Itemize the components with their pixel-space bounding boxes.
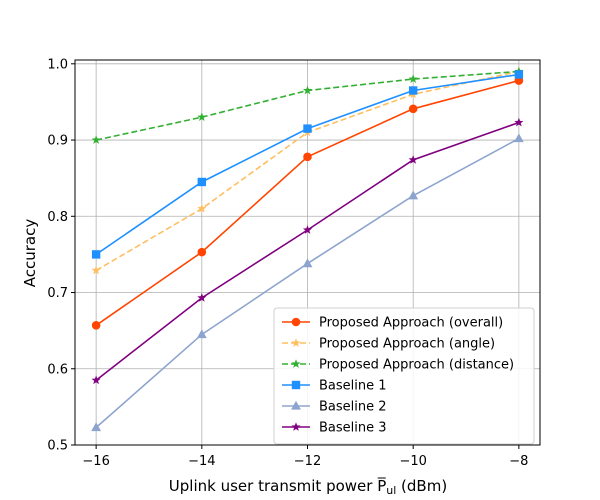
legend-item-baseline-2: Baseline 2 <box>282 400 387 415</box>
legend-swatch-marker <box>291 317 301 327</box>
data-point-baseline-3 <box>197 293 207 302</box>
data-point-proposed-approach-angle <box>91 265 101 275</box>
y-axis-label: Accuracy <box>21 219 39 288</box>
legend-label: Baseline 2 <box>319 400 387 415</box>
series-baseline-3 <box>91 117 524 385</box>
series-baseline-2 <box>91 133 524 432</box>
legend-swatch-marker <box>291 380 301 390</box>
x-tick-label: −10 <box>399 454 426 469</box>
data-point-proposed-approach-angle <box>197 203 207 213</box>
y-tick-label: 0.7 <box>47 286 68 301</box>
data-point-proposed-approach-overall <box>408 104 418 114</box>
legend-swatch-marker <box>291 359 301 368</box>
legend: Proposed Approach (overall) Proposed Appr… <box>273 307 535 445</box>
data-point-proposed-approach-overall <box>91 321 101 330</box>
x-axis-label-symbol: P <box>377 477 386 495</box>
legend-swatch-marker <box>291 422 301 431</box>
legend-box <box>273 307 535 445</box>
series-layer <box>91 66 524 432</box>
data-point-baseline-1 <box>514 70 524 79</box>
data-point-baseline-1 <box>303 124 312 133</box>
x-axis-label-subscript: ul <box>386 484 396 497</box>
x-tick-label: −12 <box>294 454 321 469</box>
legend-label: Proposed Approach (distance) <box>319 358 514 373</box>
x-tick-label: −14 <box>188 454 215 469</box>
legend-item-proposed-approach-overall: Proposed Approach (overall) <box>282 316 503 331</box>
data-point-baseline-3 <box>408 155 418 164</box>
y-tick-label: 0.6 <box>47 362 68 377</box>
legend-item-proposed-approach-distance: Proposed Approach (distance) <box>282 358 514 373</box>
legend-label: Baseline 1 <box>319 379 387 394</box>
y-tick-label: 1.0 <box>47 57 68 72</box>
y-tick-label: 0.9 <box>47 134 68 149</box>
legend-swatch-marker <box>291 338 301 347</box>
x-tick-label: −8 <box>509 454 528 469</box>
legend-item-baseline-1: Baseline 1 <box>282 379 387 394</box>
legend-item-baseline-3: Baseline 3 <box>282 421 387 436</box>
legend-label: Proposed Approach (overall) <box>319 316 503 331</box>
data-point-baseline-1 <box>197 177 207 187</box>
data-point-baseline-1 <box>91 250 101 259</box>
x-tick-label: −16 <box>82 454 109 469</box>
data-point-proposed-approach-distance <box>408 74 418 83</box>
data-point-baseline-3 <box>302 225 313 234</box>
data-point-baseline-2 <box>196 329 207 339</box>
legend-label: Proposed Approach (angle) <box>319 337 495 352</box>
data-point-proposed-approach-overall <box>303 152 312 162</box>
y-tick-label: 0.8 <box>47 210 68 225</box>
data-point-baseline-3 <box>91 375 101 385</box>
x-axis-label: Uplink user transmit power Pul (dBm) <box>169 477 447 497</box>
legend-swatch-marker <box>291 400 301 410</box>
tick-layer: −16 −14 −12 −10 −8 0.5 0.6 0.7 0.8 0.9 1.0 <box>47 57 528 469</box>
data-point-baseline-2 <box>513 133 524 143</box>
data-point-proposed-approach-distance <box>302 85 313 95</box>
legend-label: Baseline 3 <box>319 421 387 436</box>
series-baseline-1 <box>91 70 524 259</box>
data-point-baseline-2 <box>302 258 313 268</box>
series-proposed-approach-overall <box>91 76 524 330</box>
data-point-baseline-2 <box>91 422 102 432</box>
data-point-proposed-approach-distance <box>197 112 207 122</box>
legend-item-proposed-approach-angle: Proposed Approach (angle) <box>282 337 495 352</box>
data-point-baseline-1 <box>408 86 418 95</box>
y-tick-label: 0.5 <box>47 439 68 454</box>
data-point-proposed-approach-distance <box>91 135 101 144</box>
data-point-baseline-3 <box>514 117 524 127</box>
data-point-baseline-2 <box>408 190 419 200</box>
data-point-proposed-approach-overall <box>197 247 207 257</box>
